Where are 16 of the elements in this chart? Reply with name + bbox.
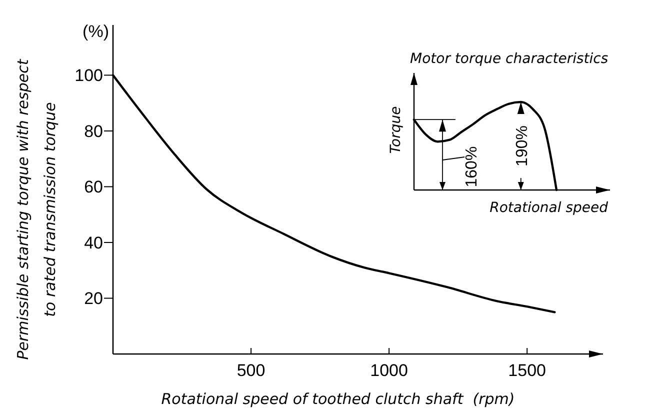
text: (%) [82, 22, 109, 41]
annotation: 160% [464, 146, 480, 188]
chart-title: Motor torque characteristics [410, 51, 608, 67]
x-tick-label: 500 [236, 361, 266, 380]
y-tick-label: 20 [84, 289, 103, 308]
y-tick-label: 100 [74, 66, 103, 86]
annotation: 190% [514, 126, 531, 166]
x-tick-label: 1000 [370, 361, 408, 380]
y-axis-title: Permissible starting torque with respect to rated transmission torque [14, 58, 59, 360]
y-axis-title: Torque [388, 106, 404, 154]
y-tick-label: 40 [84, 233, 103, 252]
x-axis-title: Rotational speed [490, 200, 608, 216]
x-axis-title: Rotational speed of toothed clutch shaft (rpm) [161, 390, 515, 408]
y-tick-label: 60 [84, 178, 103, 197]
x-tick-label: 1500 [508, 361, 546, 380]
y-tick-label: 80 [84, 122, 103, 141]
